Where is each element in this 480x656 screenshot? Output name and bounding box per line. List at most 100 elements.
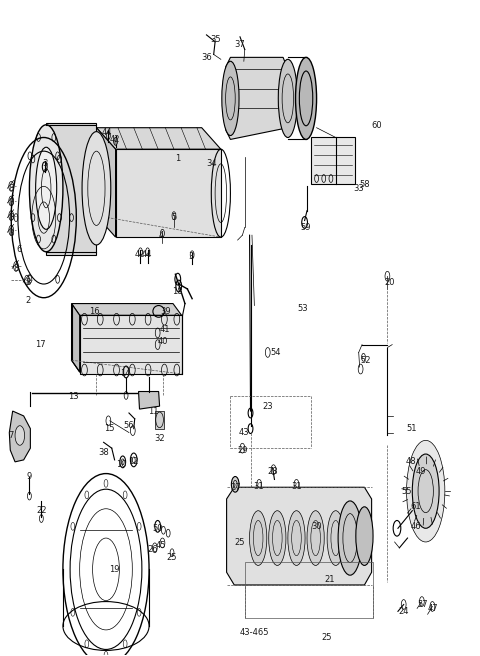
Text: 22: 22 bbox=[36, 506, 47, 515]
Ellipse shape bbox=[278, 59, 298, 138]
Text: 43-465: 43-465 bbox=[240, 628, 269, 638]
Text: 8: 8 bbox=[14, 264, 19, 273]
Text: 28: 28 bbox=[267, 467, 278, 476]
Ellipse shape bbox=[82, 132, 111, 245]
Text: 31: 31 bbox=[291, 482, 302, 491]
Text: 7: 7 bbox=[9, 431, 14, 440]
Ellipse shape bbox=[356, 507, 373, 565]
Bar bbox=[155, 411, 164, 428]
Text: 37: 37 bbox=[235, 40, 245, 49]
Polygon shape bbox=[9, 411, 30, 462]
Text: 36: 36 bbox=[201, 53, 212, 62]
Circle shape bbox=[231, 476, 239, 492]
Polygon shape bbox=[72, 304, 181, 316]
Text: 8: 8 bbox=[9, 213, 14, 222]
Text: 15: 15 bbox=[105, 424, 115, 433]
Ellipse shape bbox=[412, 454, 439, 528]
Text: 40: 40 bbox=[157, 337, 168, 346]
Text: 45: 45 bbox=[156, 541, 166, 550]
Text: 41: 41 bbox=[160, 325, 170, 335]
Text: 50: 50 bbox=[153, 523, 163, 533]
Text: 23: 23 bbox=[263, 401, 273, 411]
Text: 59: 59 bbox=[301, 223, 312, 232]
Text: 49: 49 bbox=[416, 467, 426, 476]
Circle shape bbox=[114, 138, 118, 145]
Text: 24: 24 bbox=[398, 607, 409, 616]
Text: 33: 33 bbox=[353, 184, 364, 193]
Text: 56: 56 bbox=[124, 421, 134, 430]
Ellipse shape bbox=[338, 501, 362, 575]
Text: 21: 21 bbox=[325, 575, 335, 584]
Ellipse shape bbox=[222, 61, 239, 136]
Polygon shape bbox=[72, 304, 80, 372]
Polygon shape bbox=[139, 392, 159, 409]
Polygon shape bbox=[96, 128, 221, 149]
Text: 53: 53 bbox=[297, 304, 308, 313]
Text: 10: 10 bbox=[116, 461, 127, 469]
Bar bbox=[245, 562, 373, 618]
Ellipse shape bbox=[288, 511, 305, 565]
Polygon shape bbox=[80, 316, 181, 374]
Text: 42: 42 bbox=[134, 250, 145, 259]
Text: 8: 8 bbox=[9, 198, 14, 207]
Text: 34: 34 bbox=[206, 159, 216, 169]
Text: 51: 51 bbox=[406, 424, 417, 433]
Text: 11: 11 bbox=[148, 407, 158, 415]
Ellipse shape bbox=[307, 511, 324, 565]
Text: 44: 44 bbox=[102, 128, 112, 137]
Text: 6: 6 bbox=[16, 245, 22, 255]
Text: 13: 13 bbox=[68, 392, 79, 401]
Text: 14: 14 bbox=[120, 369, 131, 379]
Text: 44: 44 bbox=[142, 250, 152, 259]
Text: 8: 8 bbox=[9, 229, 14, 237]
Text: 55: 55 bbox=[401, 487, 412, 496]
Text: 52: 52 bbox=[360, 356, 371, 365]
Text: 61: 61 bbox=[411, 502, 421, 511]
Text: 16: 16 bbox=[89, 307, 99, 316]
Text: 30: 30 bbox=[311, 522, 322, 531]
Text: 2: 2 bbox=[26, 296, 31, 305]
Polygon shape bbox=[227, 487, 372, 585]
Text: 39: 39 bbox=[160, 307, 171, 316]
Text: 43: 43 bbox=[239, 428, 249, 437]
Polygon shape bbox=[226, 57, 288, 140]
Bar bbox=[311, 138, 355, 184]
Text: 48: 48 bbox=[406, 457, 417, 466]
Text: 20: 20 bbox=[384, 277, 395, 287]
Text: 57: 57 bbox=[418, 600, 428, 609]
Text: 17: 17 bbox=[35, 340, 45, 349]
Text: 46: 46 bbox=[411, 522, 421, 531]
Text: 9: 9 bbox=[27, 472, 32, 481]
Text: 3: 3 bbox=[189, 252, 194, 261]
Text: 60: 60 bbox=[371, 121, 382, 131]
Polygon shape bbox=[116, 149, 221, 237]
Text: 25: 25 bbox=[321, 633, 331, 642]
Text: 32: 32 bbox=[154, 434, 165, 443]
Polygon shape bbox=[46, 123, 96, 255]
Text: 8: 8 bbox=[9, 184, 14, 193]
Ellipse shape bbox=[36, 147, 57, 230]
Text: 54: 54 bbox=[271, 348, 281, 357]
Polygon shape bbox=[96, 128, 116, 237]
Text: 31: 31 bbox=[253, 482, 264, 491]
Text: 18: 18 bbox=[172, 287, 183, 297]
Text: 47: 47 bbox=[428, 604, 438, 613]
Text: 19: 19 bbox=[109, 565, 120, 574]
Text: 5: 5 bbox=[171, 213, 177, 222]
Ellipse shape bbox=[296, 57, 317, 140]
Text: 27: 27 bbox=[230, 483, 240, 492]
Text: 26: 26 bbox=[147, 545, 158, 554]
Text: 8: 8 bbox=[26, 277, 31, 287]
Ellipse shape bbox=[29, 125, 63, 252]
Text: 58: 58 bbox=[359, 180, 370, 189]
Text: 3: 3 bbox=[42, 159, 48, 169]
Ellipse shape bbox=[269, 511, 286, 565]
Text: 4: 4 bbox=[158, 231, 164, 239]
Circle shape bbox=[15, 426, 24, 445]
Ellipse shape bbox=[250, 511, 267, 565]
Ellipse shape bbox=[407, 440, 445, 542]
Text: 12: 12 bbox=[129, 457, 139, 466]
Text: 38: 38 bbox=[98, 447, 109, 457]
Ellipse shape bbox=[327, 511, 344, 565]
Text: 25: 25 bbox=[235, 539, 245, 548]
